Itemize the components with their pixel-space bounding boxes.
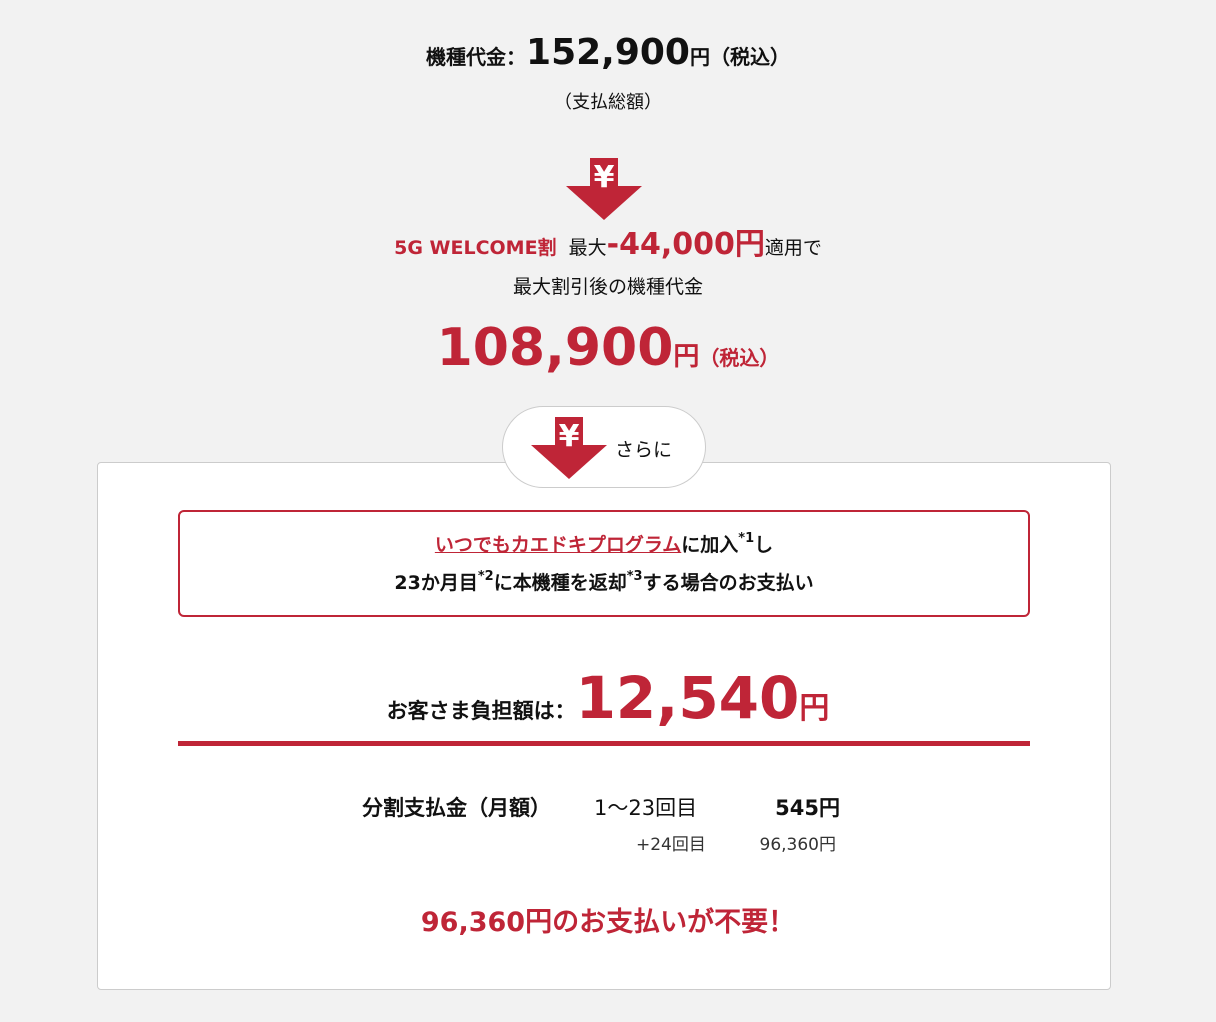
text: に本機種を返却: [493, 572, 627, 594]
yen-down-arrow-icon: ¥: [531, 417, 607, 479]
tax-note: （税込）: [709, 45, 790, 69]
price-amount: 152,900: [526, 32, 690, 73]
final-installment-amount: 96,360円: [759, 835, 836, 855]
program-notice: いつでもカエドキプログラムに加入*1し 23か月目*2に本機種を返却*3する場合…: [178, 510, 1030, 617]
final-installment-label: +24回目: [636, 835, 706, 855]
price-label: 機種代金：: [426, 45, 527, 69]
max-label: 最大: [568, 237, 607, 259]
footnote-2: *2: [477, 569, 494, 584]
installment-label: 分割支払金（月額）: [362, 796, 551, 820]
yen-unit: 円: [799, 691, 830, 726]
discount-amount: -44,000円: [606, 227, 765, 262]
footnote-3: *3: [626, 569, 643, 584]
program-link[interactable]: いつでもカエドキプログラム: [434, 534, 682, 556]
payment-card: [97, 462, 1111, 990]
discount-line: 5G WELCOME割 最大-44,000円適用で: [0, 230, 1216, 263]
burden-amount: 12,540: [575, 664, 800, 732]
text: する場合のお支払い: [642, 572, 814, 594]
further-badge: ¥ さらに: [502, 406, 706, 488]
further-label: さらに: [615, 439, 673, 461]
footnote-1: *1: [738, 531, 755, 546]
applied-label: 適用で: [764, 237, 822, 259]
discounted-amount: 108,900: [436, 318, 674, 378]
monthly-amount: 545円: [775, 796, 840, 820]
yen-unit: 円: [689, 45, 710, 69]
campaign-name: 5G WELCOME割: [394, 237, 557, 259]
text: し: [754, 534, 774, 556]
customer-burden: お客さま負担額は：12,540円: [0, 664, 1216, 732]
burden-label: お客さま負担額は：: [386, 699, 576, 723]
discounted-price: 108,900円（税込）: [0, 318, 1216, 378]
after-discount-label: 最大割引後の機種代金: [512, 276, 703, 298]
total-payment-note: （支払総額）: [554, 92, 662, 113]
text: に加入: [681, 534, 739, 556]
divider: [178, 741, 1030, 746]
yen-down-arrow-icon: ¥: [566, 158, 642, 220]
yen-unit: 円: [673, 342, 700, 372]
device-price: 機種代金：152,900円（税込）: [0, 32, 1216, 73]
payment-unnecessary: 96,360円のお支払いが不要！: [420, 907, 796, 938]
text: 23か月目: [394, 572, 478, 594]
tax-note: （税込）: [699, 346, 780, 370]
installment-range: 1〜23回目: [594, 796, 698, 820]
